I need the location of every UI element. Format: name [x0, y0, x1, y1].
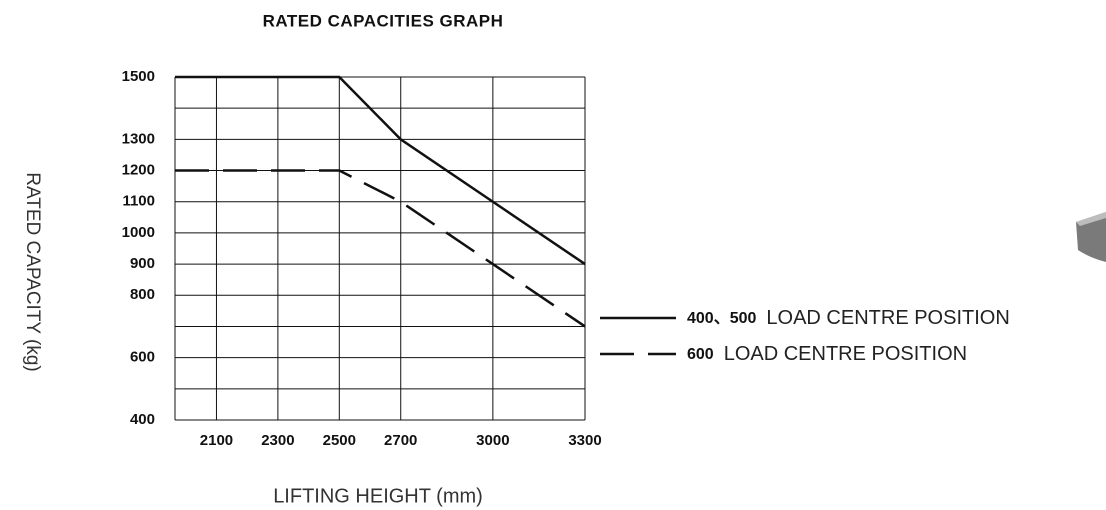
legend-name: 400、500	[687, 310, 756, 327]
legend-suffix: LOAD CENTRE POSITION	[724, 343, 967, 365]
product-image-highlight	[1076, 212, 1106, 226]
series-line	[175, 169, 586, 328]
y-tick-label: 600	[130, 349, 155, 366]
legend-entry: 400、500 LOAD CENTRE POSITION	[687, 307, 1010, 329]
legend-entry: 600 LOAD CENTRE POSITION	[687, 343, 967, 365]
x-axis-label: LIFTING HEIGHT (mm)	[273, 485, 483, 507]
legend-suffix: LOAD CENTRE POSITION	[766, 307, 1009, 329]
y-tick-label: 800	[130, 286, 155, 303]
x-tick-label: 3300	[568, 432, 601, 449]
y-tick-label: 900	[130, 255, 155, 272]
x-tick-label: 2500	[323, 432, 356, 449]
series-line	[175, 75, 586, 266]
y-tick-label: 1200	[122, 162, 155, 179]
x-tick-label: 2300	[261, 432, 294, 449]
y-tick-label: 1300	[122, 130, 155, 147]
y-tick-label: 400	[130, 411, 155, 428]
y-tick-label: 1500	[122, 68, 155, 85]
y-axis-label: RATED CAPACITY (kg)	[22, 172, 43, 372]
chart-title: RATED CAPACITIES GRAPH	[263, 11, 504, 30]
y-tick-label: 1100	[122, 193, 155, 210]
x-tick-label: 2100	[200, 432, 233, 449]
y-tick-label: 1000	[122, 224, 155, 241]
legend-name: 600	[687, 346, 714, 363]
x-tick-label: 2700	[384, 432, 417, 449]
x-tick-label: 3000	[476, 432, 509, 449]
